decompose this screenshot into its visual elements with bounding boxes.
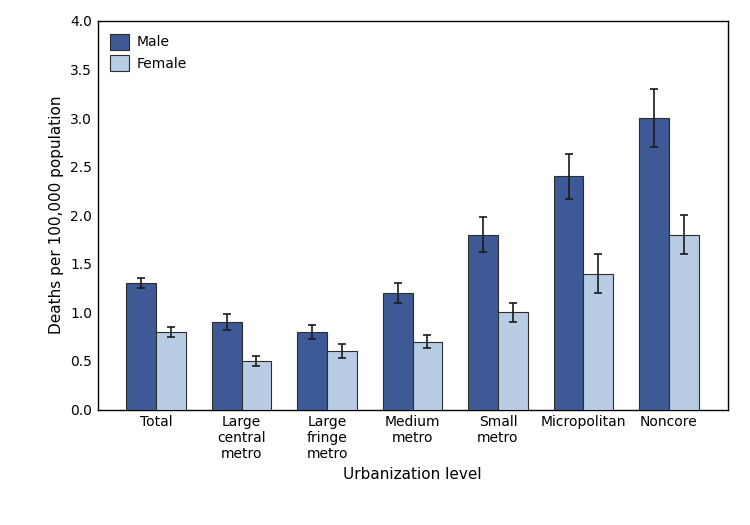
Bar <box>669 235 699 410</box>
Bar <box>413 342 442 410</box>
Bar <box>584 274 614 410</box>
Bar <box>554 176 584 410</box>
Bar <box>498 312 528 410</box>
Bar <box>468 235 498 410</box>
Bar <box>156 332 186 410</box>
Legend: Male, Female: Male, Female <box>104 28 192 77</box>
Bar <box>211 322 242 410</box>
X-axis label: Urbanization level: Urbanization level <box>344 467 482 482</box>
Bar <box>382 293 412 410</box>
Bar <box>126 284 156 410</box>
Bar <box>242 361 272 410</box>
Bar <box>327 351 357 410</box>
Bar <box>297 332 327 410</box>
Bar <box>639 118 669 410</box>
Y-axis label: Deaths per 100,000 population: Deaths per 100,000 population <box>50 96 64 334</box>
